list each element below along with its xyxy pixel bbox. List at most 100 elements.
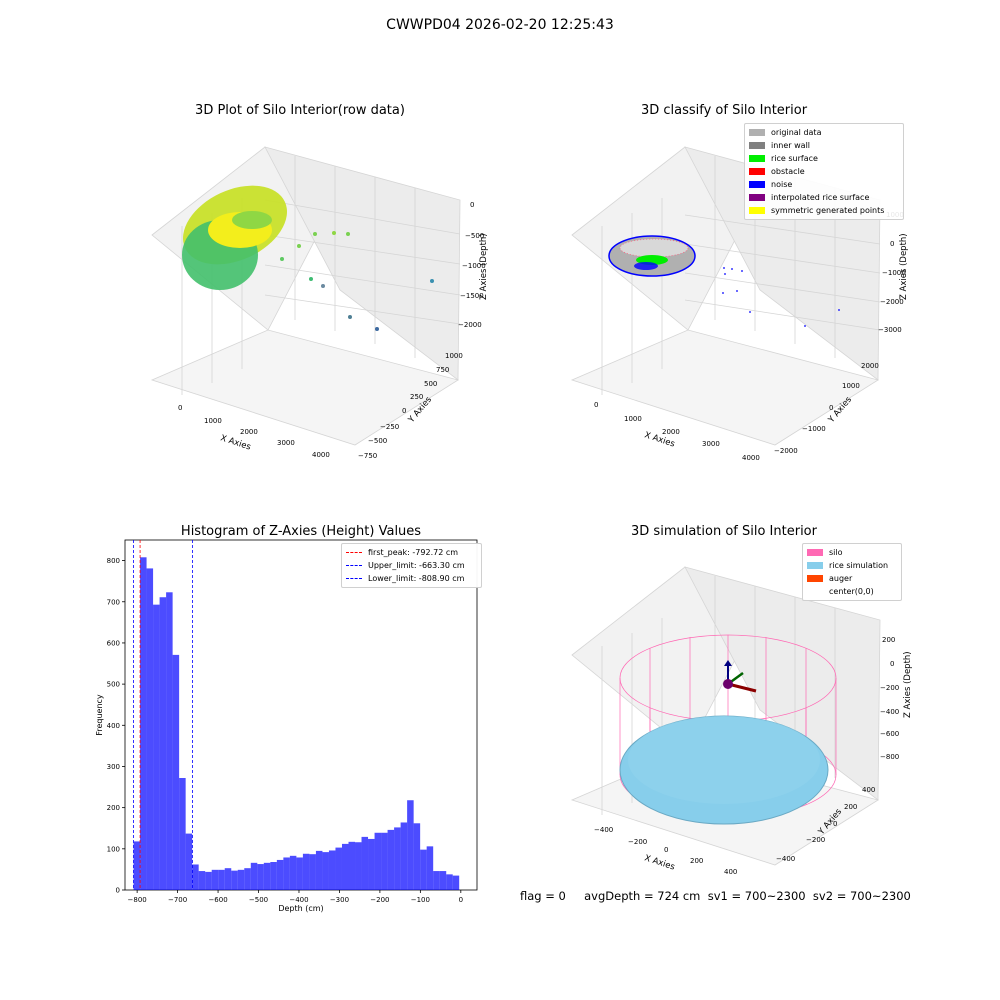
sim-ytick-4: 400 xyxy=(862,786,875,794)
raw-ytick-2: −250 xyxy=(380,423,399,431)
histogram-bar xyxy=(276,859,284,890)
histogram-ytick-label: 400 xyxy=(107,722,120,730)
sim-xtick-3: 200 xyxy=(690,857,703,865)
histogram-ytick-label: 300 xyxy=(107,763,120,771)
histogram-bar xyxy=(315,850,323,890)
histogram-legend-item: Upper_limit: -663.30 cm xyxy=(346,559,477,572)
classify-ztick-4: −3000 xyxy=(878,326,902,334)
sim-ztick-4: −600 xyxy=(880,730,899,738)
classify-ytick-3: 1000 xyxy=(842,382,860,390)
histogram-ytick-label: 700 xyxy=(107,598,120,606)
simulation-plot-title: 3D simulation of Silo Interior xyxy=(631,524,817,539)
histogram-xtick-label: −600 xyxy=(208,896,227,904)
classify-legend-label: rice surface xyxy=(771,154,818,163)
histogram-legend-label: Lower_limit: -808.90 cm xyxy=(368,574,465,583)
classify-ztick-3: −2000 xyxy=(880,298,904,306)
histogram-bar xyxy=(244,868,251,890)
figure-title: CWWPD04 2026-02-20 12:25:43 xyxy=(386,17,614,33)
histogram-bar xyxy=(452,875,460,890)
classify-point-cloud xyxy=(608,235,840,327)
histogram-bar xyxy=(381,832,388,890)
classify-legend-swatch xyxy=(749,207,765,214)
histogram-bar xyxy=(231,870,238,890)
histogram-bar xyxy=(407,800,414,890)
sim-xtick-4: 400 xyxy=(724,868,737,876)
histogram-bar xyxy=(185,833,193,890)
histogram-legend-item: Lower_limit: -808.90 cm xyxy=(346,572,477,585)
sim-xtick-0: −400 xyxy=(594,826,613,834)
classify-ztick-1: 0 xyxy=(890,240,894,248)
sim-xlabel: X Axies xyxy=(643,853,676,872)
simulation-3d-plot: 200 0 −200 −400 −600 −800 −400 −200 0 20… xyxy=(570,566,913,876)
histogram-xtick-label: −800 xyxy=(128,896,147,904)
histogram-bar xyxy=(153,604,160,890)
histogram-bar xyxy=(211,869,219,890)
raw-ztick-3: −1500 xyxy=(460,292,484,300)
simulation-legend-item: rice simulation xyxy=(807,559,897,572)
histogram-ytick-label: 500 xyxy=(107,681,120,689)
classify-legend-label: inner wall xyxy=(771,141,811,150)
center-marker xyxy=(723,679,733,689)
histogram-bar xyxy=(237,869,245,890)
simulation-legend-swatch xyxy=(807,562,823,569)
histogram-bar xyxy=(283,857,290,890)
simulation-legend-label: auger xyxy=(829,574,853,583)
raw-ytick-6: 750 xyxy=(436,366,449,374)
histogram-bar xyxy=(257,864,264,890)
classify-xtick-0: 0 xyxy=(594,401,598,409)
histogram-bar xyxy=(172,654,180,890)
raw-ytick-7: 1000 xyxy=(445,352,463,360)
raw-xtick-2: 2000 xyxy=(240,428,258,436)
simulation-legend-label: center(0,0) xyxy=(829,587,874,596)
histogram-ytick-label: 100 xyxy=(107,845,120,853)
histogram-ylabel: Frequency xyxy=(95,694,104,736)
histogram-legend-swatch xyxy=(346,552,362,553)
classify-legend-item: rice surface xyxy=(749,152,899,165)
histogram-xtick-label: −200 xyxy=(370,896,389,904)
sim-ytick-1: −200 xyxy=(806,836,825,844)
sim-zlabel: Z Axies (Depth) xyxy=(903,651,913,718)
sim-ztick-5: −800 xyxy=(880,753,899,761)
histogram-xtick-label: 0 xyxy=(459,896,463,904)
histogram-bar xyxy=(348,841,356,890)
histogram-bar xyxy=(374,832,382,890)
histogram-bar xyxy=(224,868,232,890)
histogram-bar xyxy=(309,854,316,890)
sim-xtick-1: −200 xyxy=(628,838,647,846)
histogram-bar xyxy=(296,857,303,890)
classify-legend-swatch xyxy=(749,142,765,149)
sim-ztick-0: 200 xyxy=(882,636,895,644)
classify-legend-item: interpolated rice surface xyxy=(749,191,899,204)
simulation-legend-item: center(0,0) xyxy=(807,585,897,598)
classify-legend-swatch xyxy=(749,168,765,175)
classify-legend-label: symmetric generated points xyxy=(771,206,885,215)
raw-zlabel: Z Axies (Depth) xyxy=(479,233,489,300)
histogram-bar xyxy=(328,850,336,890)
histogram-xtick-label: −400 xyxy=(289,896,308,904)
status-footer: flag = 0 avgDepth = 724 cm sv1 = 700~230… xyxy=(520,889,911,903)
raw-plot-title: 3D Plot of Silo Interior(row data) xyxy=(195,103,405,118)
histogram-xlabel: Depth (cm) xyxy=(278,904,323,913)
histogram-bar xyxy=(413,823,421,890)
histogram-title: Histogram of Z-Axies (Height) Values xyxy=(180,524,422,539)
classify-ytick-1: −1000 xyxy=(802,425,826,433)
raw-ytick-3: 0 xyxy=(402,407,406,415)
sim-ytick-3: 200 xyxy=(844,803,857,811)
classify-zlabel: Z Axies (Depth) xyxy=(899,233,909,300)
classify-plot-title: 3D classify of Silo Interior xyxy=(640,103,808,118)
classify-legend-item: symmetric generated points xyxy=(749,204,899,217)
histogram-bar xyxy=(446,874,453,890)
histogram-bar xyxy=(355,842,362,890)
histogram-legend-item: first_peak: -792.72 cm xyxy=(346,546,477,559)
raw-ytick-1: −500 xyxy=(368,437,387,445)
histogram-bar xyxy=(159,597,167,890)
histogram-bar xyxy=(192,864,199,890)
histogram-bar xyxy=(433,871,440,890)
raw-xtick-4: 4000 xyxy=(312,451,330,459)
raw-ztick-1: −500 xyxy=(465,232,484,240)
simulation-legend-label: rice simulation xyxy=(829,561,889,570)
histogram-bar xyxy=(426,846,434,890)
histogram-xtick-label: −300 xyxy=(330,896,349,904)
raw-ztick-2: −1000 xyxy=(462,262,486,270)
histogram-legend-swatch xyxy=(346,578,362,579)
